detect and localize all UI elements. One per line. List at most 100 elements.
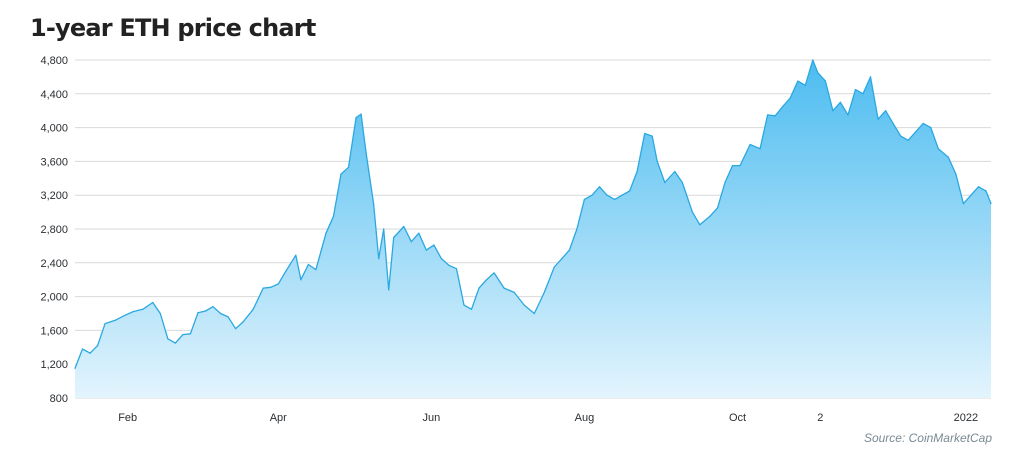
price-point (242, 321, 244, 323)
y-tick-label: 2,000 (40, 292, 68, 304)
price-point (553, 266, 555, 268)
price-point (485, 279, 488, 281)
price-point (355, 116, 357, 119)
price-point (892, 122, 894, 124)
price-point (470, 308, 473, 310)
price-area-fill (75, 60, 991, 398)
price-point (378, 257, 380, 260)
price-point (315, 268, 317, 271)
y-tick-label: 3,600 (40, 156, 68, 168)
price-point (854, 88, 857, 91)
price-point (724, 181, 726, 184)
price-point (189, 333, 192, 335)
price-point (388, 289, 390, 291)
price-point (235, 328, 237, 330)
price-point (930, 127, 932, 129)
price-point (365, 152, 367, 154)
x-tick-label: 2 (817, 412, 823, 424)
price-point (832, 110, 834, 112)
price-point (152, 301, 154, 304)
price-point (347, 166, 350, 168)
x-axis-labels: Feb Apr Jun Aug Oct 2 2022 (118, 412, 978, 424)
price-point (300, 279, 302, 281)
x-tick-label: Feb (118, 412, 137, 424)
y-tick-label: 2,400 (40, 258, 68, 270)
price-point (739, 165, 741, 167)
price-point (433, 244, 435, 246)
price-point (962, 203, 964, 205)
price-point (877, 118, 879, 120)
price-point (985, 190, 987, 192)
price-point (621, 194, 623, 196)
price-point (96, 345, 99, 347)
price-point (606, 194, 608, 196)
price-point (629, 190, 631, 192)
price-point (182, 334, 184, 336)
price-point (681, 181, 683, 184)
price-point (410, 241, 412, 243)
price-point (132, 311, 134, 313)
price-point (332, 215, 335, 217)
price-point (493, 272, 495, 274)
price-point (325, 232, 327, 234)
price-point (847, 114, 849, 116)
price-point (613, 198, 616, 201)
price-point (262, 287, 264, 289)
price-point (782, 105, 784, 108)
price-point (922, 122, 924, 124)
price-point (797, 80, 799, 82)
x-tick-label: Jun (422, 412, 440, 424)
price-point (731, 165, 734, 167)
price-point (977, 186, 980, 188)
price-point (403, 225, 405, 228)
price-point (937, 148, 939, 150)
price-point (174, 342, 176, 344)
price-point (759, 148, 761, 150)
price-point (598, 186, 601, 188)
price-point (104, 323, 106, 325)
price-point (644, 132, 646, 135)
price-point (252, 308, 254, 310)
x-tick-label: Oct (729, 412, 746, 424)
price-point (915, 131, 917, 133)
y-tick-label: 4,400 (40, 89, 68, 101)
price-point (360, 113, 362, 115)
price-point (204, 310, 207, 312)
price-point (393, 236, 395, 239)
price-point (699, 224, 701, 226)
price-point (533, 312, 535, 315)
price-point (576, 228, 578, 230)
price-point (142, 308, 144, 310)
y-tick-label: 1,200 (40, 359, 68, 371)
price-point (340, 173, 342, 175)
price-point (513, 291, 515, 293)
price-point (543, 291, 545, 293)
price-point (373, 203, 375, 205)
price-point (503, 287, 505, 289)
price-points (74, 59, 992, 370)
price-point (907, 139, 909, 141)
price-point (124, 314, 126, 316)
x-tick-label: 2022 (954, 412, 978, 424)
y-tick-label: 800 (50, 393, 68, 405)
price-point (789, 97, 791, 99)
price-point (664, 181, 666, 184)
price-point (817, 72, 819, 74)
price-point (463, 304, 465, 306)
price-point (219, 312, 222, 315)
source-note: Source: CoinMarketCap (863, 431, 992, 445)
price-point (749, 143, 751, 146)
price-point (227, 316, 229, 318)
price-point (425, 249, 427, 251)
x-tick-label: Apr (270, 412, 287, 424)
price-point (159, 312, 161, 315)
price-point (448, 264, 450, 266)
price-point (114, 319, 116, 321)
price-point (900, 135, 902, 137)
price-point (277, 283, 279, 285)
price-point (812, 59, 814, 61)
price-point (709, 215, 711, 217)
price-point (295, 254, 297, 256)
price-point (561, 257, 563, 260)
